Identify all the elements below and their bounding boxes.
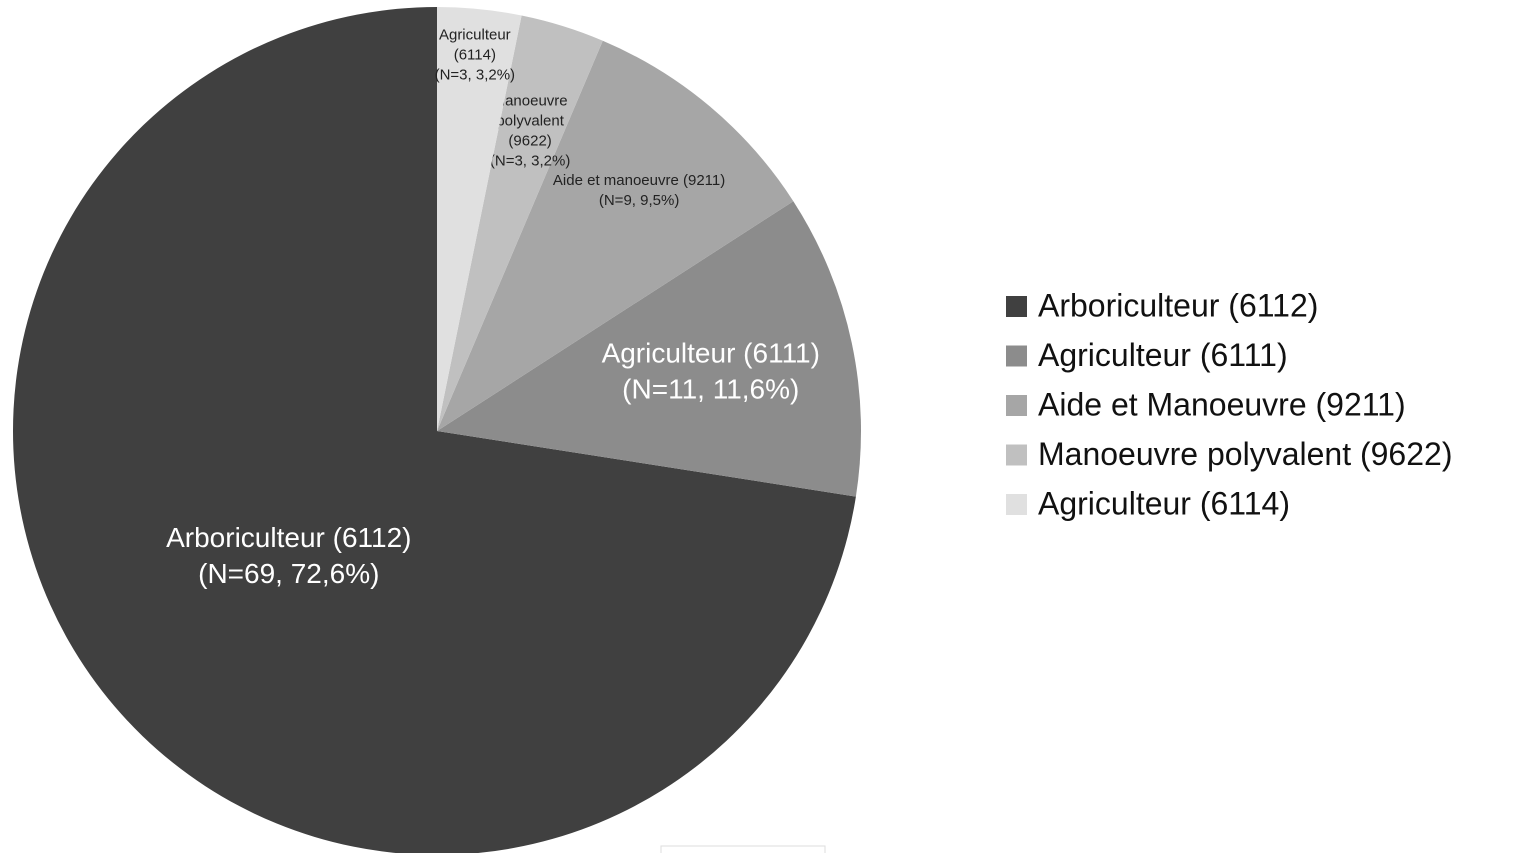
legend-swatch xyxy=(1006,494,1027,515)
slice-label: (6114) xyxy=(454,47,496,64)
legend-label: Aide et Manoeuvre (9211) xyxy=(1038,386,1406,422)
slice-label: (N=3, 3,2%) xyxy=(435,67,515,84)
slice-label: (N=3, 3,2%) xyxy=(490,152,570,169)
slice-label: (N=69, 72,6%) xyxy=(198,558,379,589)
legend-label: Agriculteur (6114) xyxy=(1038,485,1290,521)
slice-label: (N=9, 9,5%) xyxy=(599,192,679,209)
pie-slice xyxy=(437,15,603,432)
slice-label: Manoeuvre xyxy=(493,92,568,109)
legend-label: Agriculteur (6111) xyxy=(1038,337,1288,373)
slice-label: Agriculteur (6111) xyxy=(602,337,820,368)
slice-label: (9622) xyxy=(508,132,551,149)
pie-slice xyxy=(13,7,856,853)
legend-swatch xyxy=(1006,296,1027,317)
pie-slice xyxy=(437,40,794,431)
pie-slice xyxy=(437,201,861,497)
slice-label: Agriculteur xyxy=(439,27,511,44)
slice-label: Aide et manoeuvre (9211) xyxy=(553,172,725,189)
frame-edge xyxy=(660,845,826,853)
slice-label: polyvalent xyxy=(496,112,564,129)
legend-swatch xyxy=(1006,345,1027,367)
slice-label: (N=11, 11,6%) xyxy=(622,373,799,404)
pie-slice xyxy=(437,7,522,431)
legend-label: Arboriculteur (6112) xyxy=(1038,287,1318,323)
slice-label: Arboriculteur (6112) xyxy=(166,522,411,553)
legend-label: Manoeuvre polyvalent (9622) xyxy=(1038,436,1452,472)
legend-swatch xyxy=(1006,444,1027,466)
legend-swatch xyxy=(1006,395,1027,416)
